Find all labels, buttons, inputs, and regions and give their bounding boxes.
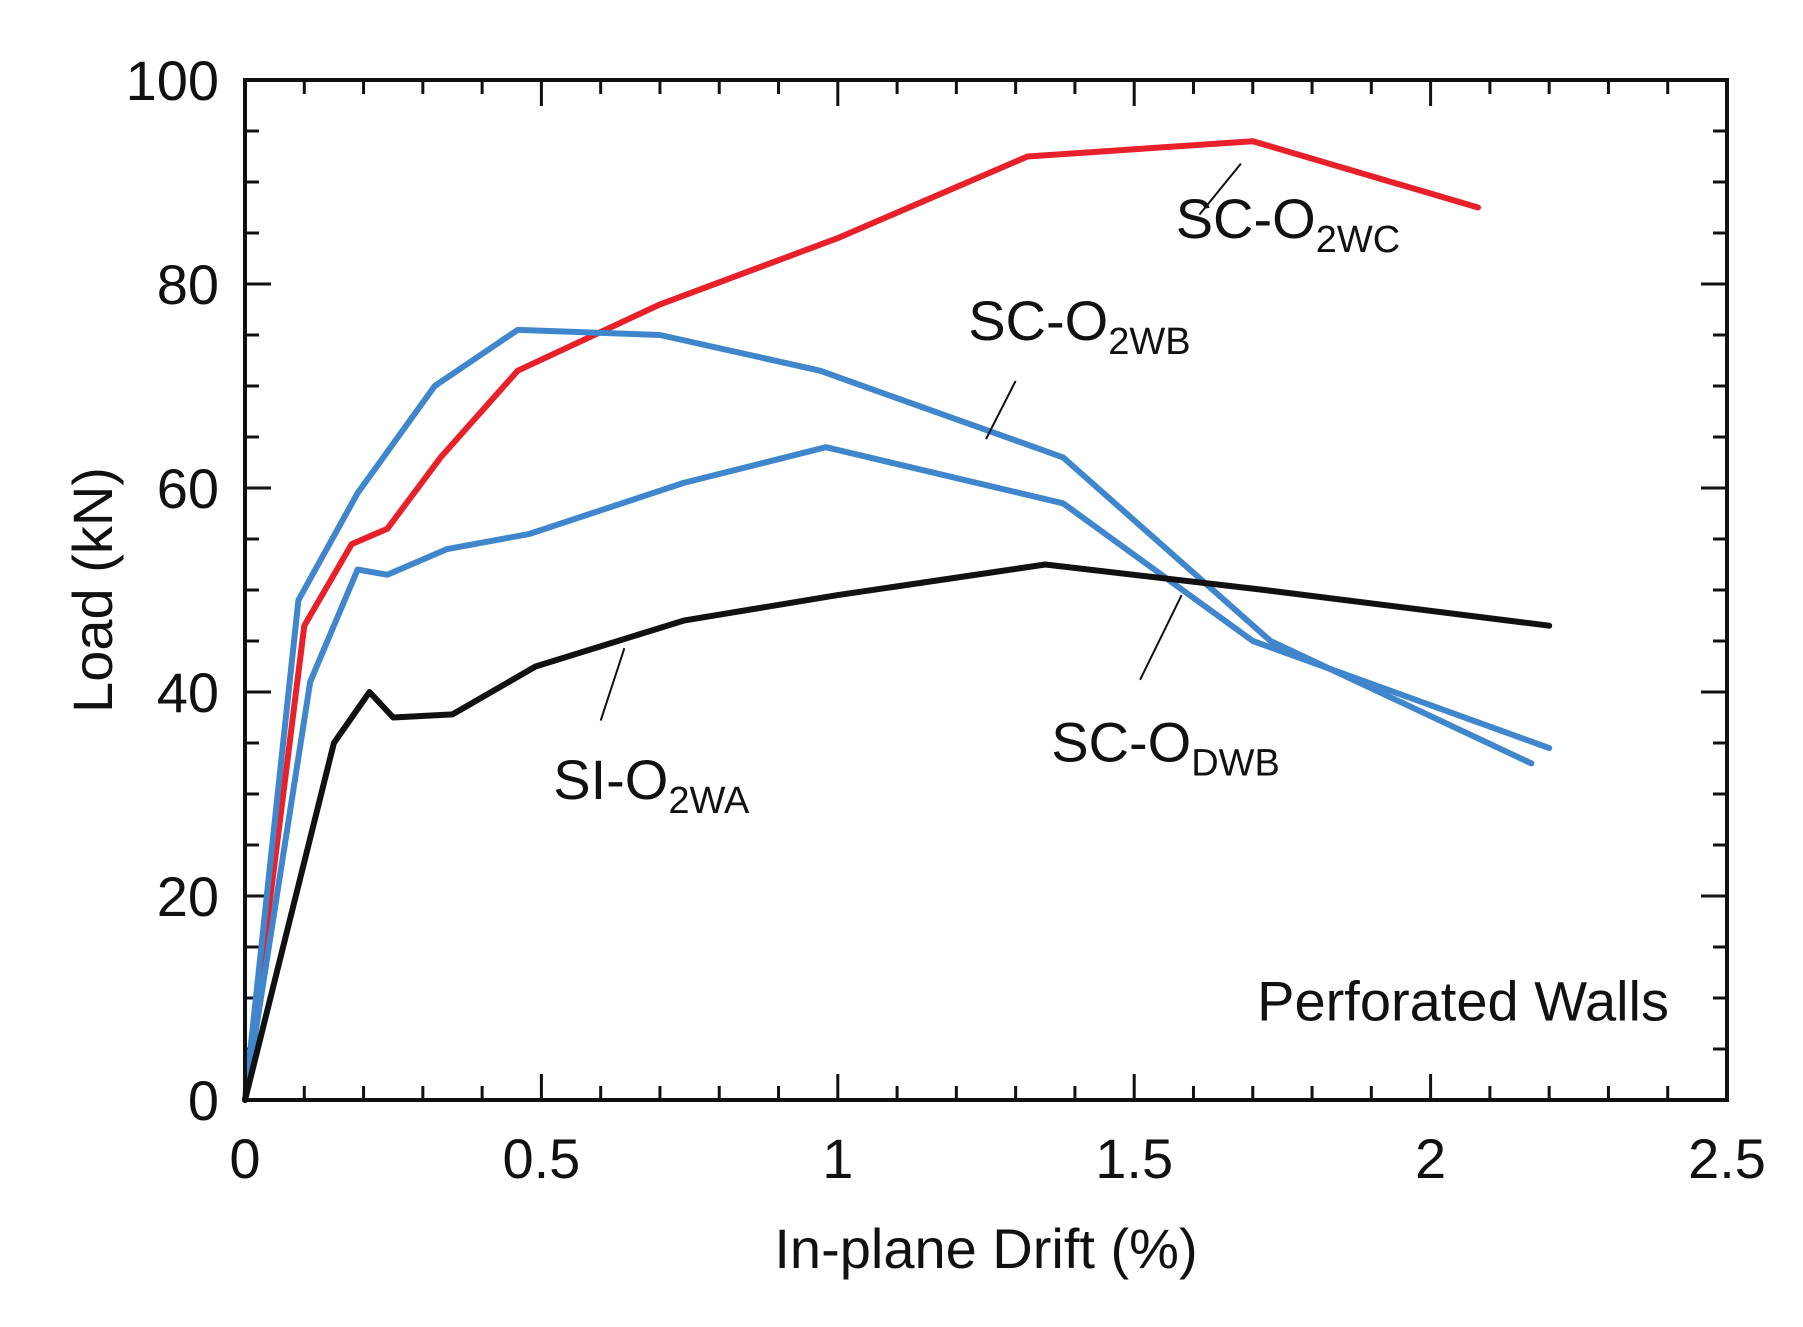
series-line-sc-o2wb <box>242 326 1535 1103</box>
x-tick-label: 1.5 <box>1095 1127 1173 1190</box>
series-label-subscript: 2WC <box>1316 219 1400 261</box>
series-label-subscript: 2WB <box>1108 321 1190 363</box>
series-lines <box>242 138 1553 1103</box>
series-label-sc-o2wb: SC-O2WB <box>968 289 1190 363</box>
leader-line-sc-odwb <box>1139 594 1183 681</box>
x-tick-label: 1 <box>822 1127 853 1190</box>
annotation-perforated-walls: Perforated Walls <box>1257 969 1669 1032</box>
x-tick-label: 0 <box>229 1127 260 1190</box>
y-tick-label: 60 <box>157 457 219 520</box>
series-line-sc-odwb <box>242 444 1553 1103</box>
y-tick-label: 40 <box>157 661 219 724</box>
y-axis-title: Load (kN) <box>61 467 124 713</box>
y-tick-label: 20 <box>157 865 219 928</box>
series-line-si-o2wa <box>242 561 1553 1103</box>
plot-frame <box>243 78 1729 1102</box>
y-tick-label: 100 <box>126 49 219 112</box>
series-label-main: SC-O <box>1051 710 1191 773</box>
x-tick-label: 0.5 <box>502 1127 580 1190</box>
x-axis-title: In-plane Drift (%) <box>774 1217 1197 1280</box>
series-label-sc-o2wc: SC-O2WC <box>1176 187 1400 261</box>
series-label-si-o2wa: SI-O2WA <box>553 748 750 822</box>
tick-labels: 0 0.5 1 1.5 2 2.5 0 20 40 60 80 100 <box>126 49 1766 1190</box>
axis-ticks <box>243 78 1729 1102</box>
y-tick-label: 80 <box>157 253 219 316</box>
series-label-subscript: 2WA <box>668 780 750 822</box>
series-leader-lines <box>599 163 1242 721</box>
x-tick-label: 2 <box>1415 1127 1446 1190</box>
series-label-main: SC-O <box>968 289 1108 352</box>
series-label-subscript: DWB <box>1191 742 1280 784</box>
y-tick-label: 0 <box>188 1069 219 1132</box>
series-label-main: SC-O <box>1176 187 1316 250</box>
x-tick-label: 2.5 <box>1688 1127 1766 1190</box>
series-label-main: SI-O <box>553 748 668 811</box>
leader-line-sc-o2wb <box>985 380 1017 440</box>
series-label-sc-odwb: SC-ODWB <box>1051 710 1280 784</box>
series-line-sc-o2wc <box>242 138 1481 1103</box>
leader-line-si-o2wa <box>599 647 626 721</box>
leader-line-sc-o2wc <box>1198 163 1242 216</box>
